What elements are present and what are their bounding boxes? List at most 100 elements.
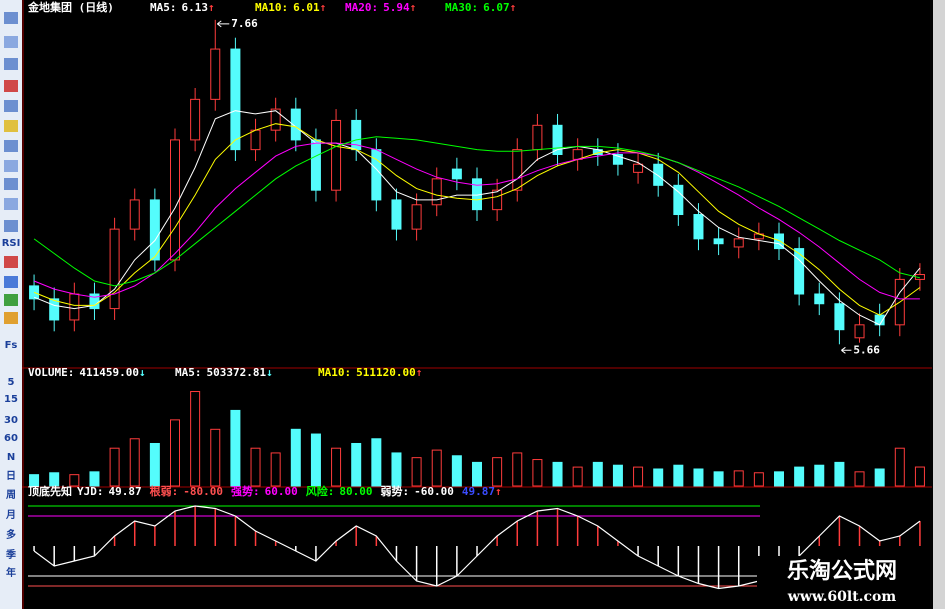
- tool-icon[interactable]: [4, 140, 18, 152]
- legend-echo: 49.87: [462, 485, 495, 498]
- legend-value: 6.01: [293, 1, 320, 14]
- volume-bar: [733, 470, 744, 487]
- toolbar-icons: [4, 12, 18, 324]
- toolbar-button[interactable]: 60: [4, 433, 18, 444]
- candle-body: [673, 184, 684, 216]
- level-name: 强势:: [231, 484, 260, 498]
- volume-bar: [250, 447, 261, 487]
- volume-bar: [894, 447, 905, 487]
- legend-value: 503372.81: [207, 366, 267, 379]
- tool-icon[interactable]: [4, 256, 18, 268]
- legend-value: 5.94: [383, 1, 410, 14]
- ma-line: [33, 123, 921, 316]
- watermark-title: 乐淘公式网: [787, 558, 897, 584]
- volume-bar: [129, 438, 140, 487]
- toolbar-button[interactable]: N: [7, 452, 15, 463]
- tool-icon[interactable]: [4, 160, 18, 172]
- legend-name: MA20:: [345, 1, 378, 14]
- legend-trend: ↑: [320, 1, 327, 14]
- tool-icon[interactable]: [4, 220, 18, 232]
- candle-body: [69, 293, 80, 321]
- volume-bar: [210, 428, 221, 487]
- volume-bar: [29, 474, 40, 487]
- toolbar-button[interactable]: 月: [5, 509, 16, 521]
- volume-bar: [774, 471, 784, 487]
- candle-body: [713, 238, 724, 245]
- toolbar-button[interactable]: Fs: [5, 340, 18, 351]
- legend-entry: MA5: 6.13↑: [150, 1, 215, 14]
- candle-body: [492, 189, 503, 211]
- candle-body: [371, 149, 382, 201]
- tool-icon[interactable]: [4, 178, 18, 190]
- candle-body: [693, 214, 704, 240]
- legend-name: MA10:: [318, 366, 351, 379]
- legend-entry: MA20: 5.94↑: [345, 1, 416, 14]
- ma-line: [33, 136, 921, 287]
- ma-line: [33, 110, 921, 326]
- candle-body: [733, 238, 744, 248]
- tool-icon[interactable]: [4, 36, 18, 48]
- toolbar-button[interactable]: RSI: [2, 238, 21, 249]
- volume-bar: [673, 464, 684, 487]
- legend-entry: MA10: 511120.00↑: [318, 366, 422, 379]
- candle-body: [310, 139, 321, 191]
- tool-icon[interactable]: [4, 80, 18, 92]
- volume-bar: [270, 452, 281, 487]
- toolbar-button[interactable]: 多: [6, 528, 16, 541]
- candle-body: [270, 108, 281, 131]
- volume-bar: [371, 438, 382, 487]
- legend-name: MA5:: [175, 366, 202, 379]
- toolbar-button[interactable]: 日: [6, 470, 16, 482]
- legend-trend: ↑: [416, 366, 423, 379]
- tool-icon[interactable]: [4, 198, 18, 210]
- volume-bar: [310, 433, 321, 487]
- level-value: -60.00: [414, 485, 454, 498]
- annotation-arrow: [841, 346, 852, 354]
- candle-body: [170, 139, 180, 261]
- volume-bar: [290, 428, 301, 487]
- candle-body: [411, 204, 422, 230]
- volume-bar: [713, 471, 724, 487]
- legend-trend: ↑: [410, 1, 417, 14]
- legend-trend: ↑: [495, 485, 502, 498]
- candle-body: [129, 199, 140, 230]
- tool-icon[interactable]: [4, 276, 18, 288]
- volume-bar: [109, 447, 120, 487]
- tool-icon[interactable]: [4, 294, 18, 306]
- volume-bar: [854, 471, 865, 487]
- legend-trend: ↑: [510, 1, 517, 14]
- volume-bar: [190, 391, 201, 487]
- legend-trend: ↓: [266, 366, 273, 379]
- volume-bar: [512, 452, 523, 487]
- volume-bar: [411, 457, 422, 487]
- candle-body: [331, 119, 342, 191]
- candle-body: [109, 228, 120, 310]
- volume-bar: [653, 468, 664, 487]
- volume-bar: [331, 447, 342, 487]
- tool-icon[interactable]: [4, 100, 18, 112]
- volume-bar: [753, 472, 764, 487]
- toolbar-button[interactable]: 5: [8, 377, 15, 388]
- candle-body: [814, 293, 825, 305]
- candle-body: [834, 303, 845, 331]
- toolbar-button[interactable]: 周: [6, 489, 16, 501]
- legend-entry: MA30: 6.07↑: [445, 1, 516, 14]
- toolbar-button[interactable]: 年: [6, 566, 16, 579]
- tool-icon[interactable]: [4, 312, 18, 324]
- level-value: 60.00: [265, 485, 298, 498]
- candle-body: [794, 248, 805, 295]
- toolbar-button[interactable]: 15: [4, 394, 18, 405]
- tool-icon[interactable]: [4, 120, 18, 132]
- candle-body: [210, 48, 221, 100]
- candle-body: [250, 129, 261, 151]
- candle-body: [633, 163, 644, 173]
- level-name: 弱势:: [381, 484, 410, 498]
- tool-icon[interactable]: [4, 12, 18, 24]
- volume-bar: [592, 461, 603, 487]
- toolbar-button[interactable]: 季: [5, 548, 17, 561]
- tool-icon[interactable]: [4, 58, 18, 70]
- toolbar-button[interactable]: 30: [4, 415, 18, 426]
- volume-bar: [69, 474, 80, 487]
